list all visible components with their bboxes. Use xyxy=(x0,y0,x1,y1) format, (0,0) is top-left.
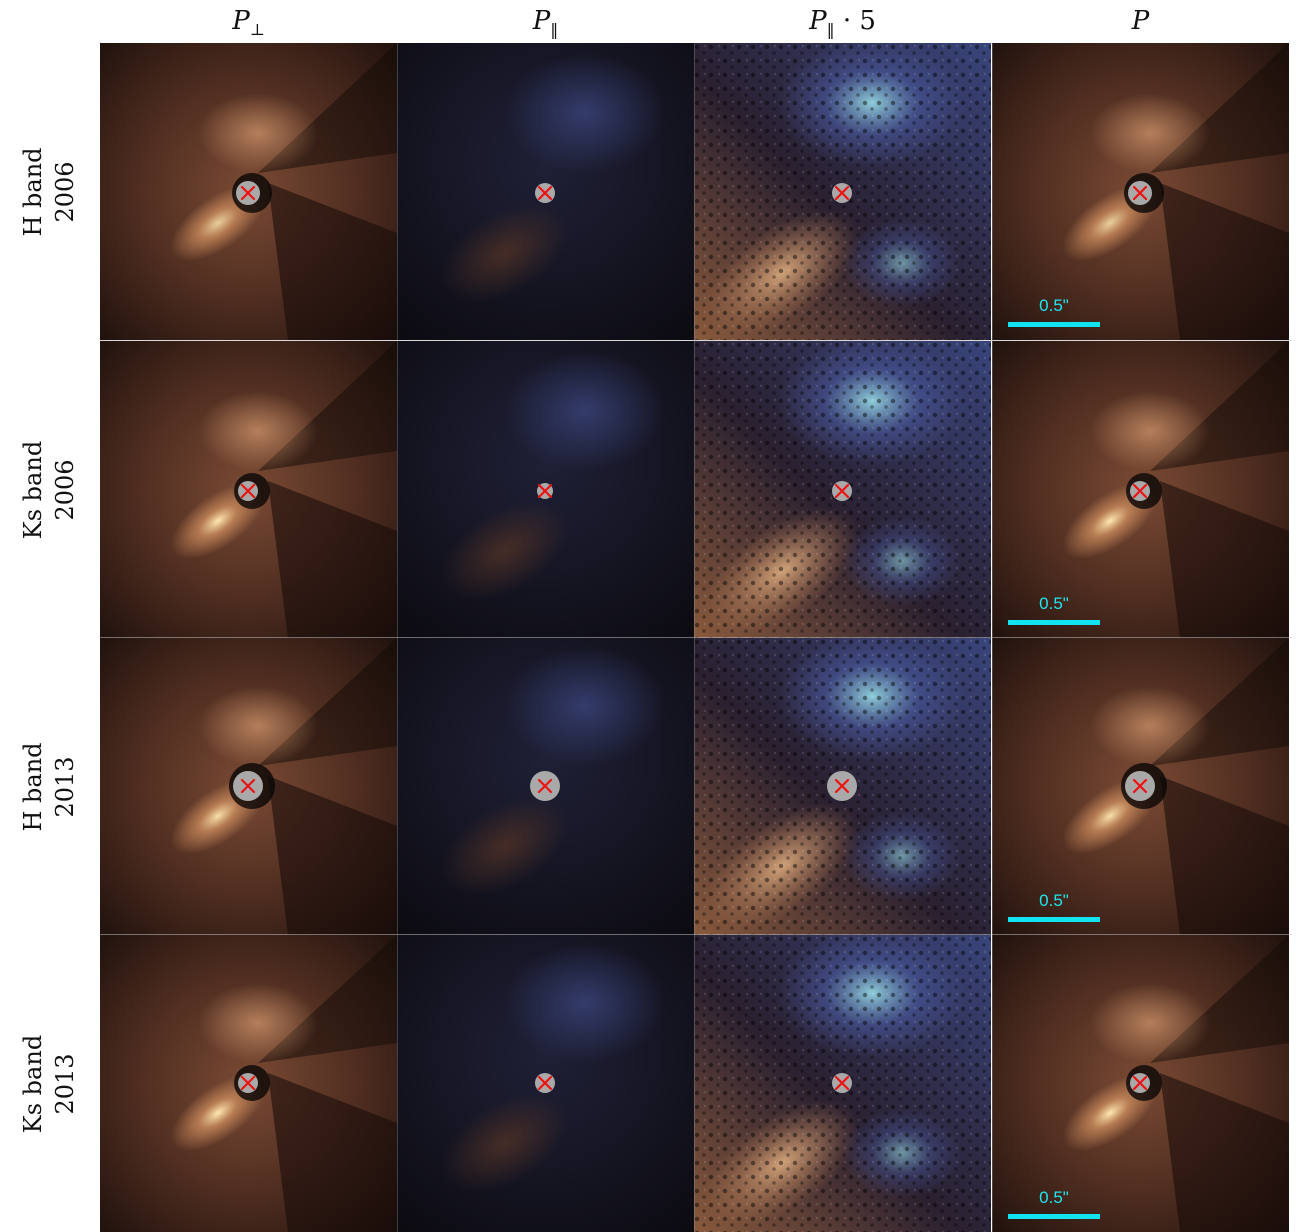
image-panel xyxy=(397,638,694,935)
image-grid xyxy=(100,43,1292,1232)
column-header-p-perp: P⊥ xyxy=(232,6,265,40)
row-label-ks-2006: Ks band 2006 xyxy=(19,440,79,539)
row-label-h-2006: H band 2006 xyxy=(19,146,79,237)
column-header-p-par: P‖ xyxy=(532,6,559,40)
column-header-p-par-times-5: P‖ · 5 xyxy=(809,6,876,40)
image-panel xyxy=(100,935,397,1232)
column-divider xyxy=(992,43,993,1232)
image-panel xyxy=(694,341,991,638)
row-label-ks-2013: Ks band 2013 xyxy=(19,1034,79,1133)
image-panel xyxy=(100,43,397,340)
image-panel xyxy=(992,935,1289,1232)
image-panel xyxy=(397,341,694,638)
column-divider xyxy=(694,43,695,1232)
image-panel xyxy=(992,638,1289,935)
scale-bar-label: 0.5" xyxy=(1039,891,1069,910)
row-label-h-2013: H band 2013 xyxy=(19,741,79,832)
image-panel xyxy=(992,341,1289,638)
scale-bar-label: 0.5" xyxy=(1039,1188,1069,1207)
column-divider xyxy=(397,43,398,1232)
row-divider xyxy=(100,934,1292,935)
image-panel xyxy=(992,43,1289,340)
row-divider xyxy=(100,340,1292,341)
image-panel xyxy=(397,43,694,340)
image-panel xyxy=(397,935,694,1232)
image-panel xyxy=(100,341,397,638)
scale-bar-label: 0.5" xyxy=(1039,594,1069,613)
column-header-p-total: P xyxy=(1131,6,1150,36)
image-panel xyxy=(694,638,991,935)
image-panel xyxy=(100,638,397,935)
row-divider xyxy=(100,637,1292,638)
image-panel xyxy=(694,43,991,340)
image-panel xyxy=(694,935,991,1232)
scale-bar-label: 0.5" xyxy=(1039,296,1069,315)
